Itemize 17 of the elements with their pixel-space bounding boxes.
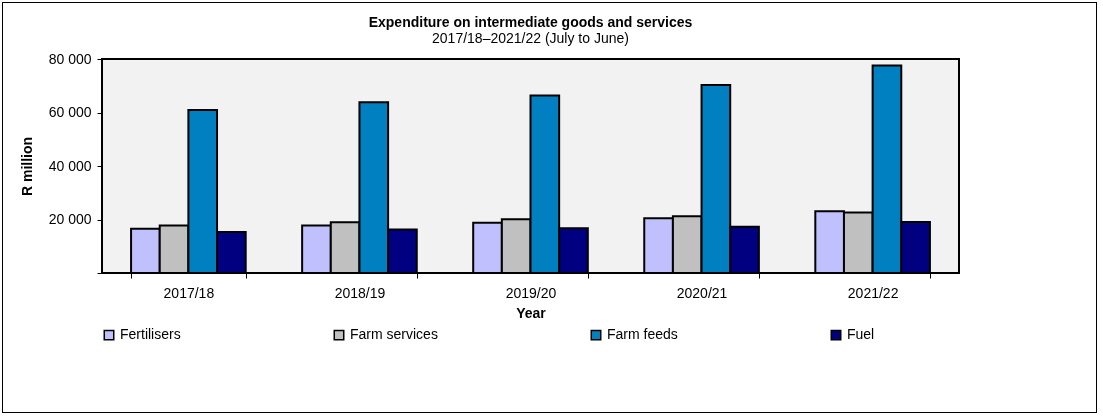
y-tick-label: 20 000 [48,211,92,227]
x-axis-title: Year [516,304,547,321]
y-tick-label: 60 000 [48,104,92,120]
legend-label: Farm services [350,326,438,343]
chart-subtitle: 2017/18–2021/22 (July to June) [432,30,629,46]
legend-label: Farm feeds [607,326,678,343]
x-tick-label: 2020/21 [676,284,728,301]
x-tick-label: 2017/18 [163,284,215,301]
y-tick-label: 80 000 [48,50,92,67]
legend-label: Fuel [847,326,875,343]
x-tick-label: 2018/19 [334,284,386,301]
chart-title: Expenditure on intermediate goods and services [368,14,693,30]
y-tick-label: 40 000 [48,157,92,174]
legend-label: Fertilisers [120,326,181,343]
y-axis-title: R million [18,136,35,197]
x-tick-label: 2019/20 [505,284,557,301]
x-tick-label: 2021/22 [847,284,899,301]
